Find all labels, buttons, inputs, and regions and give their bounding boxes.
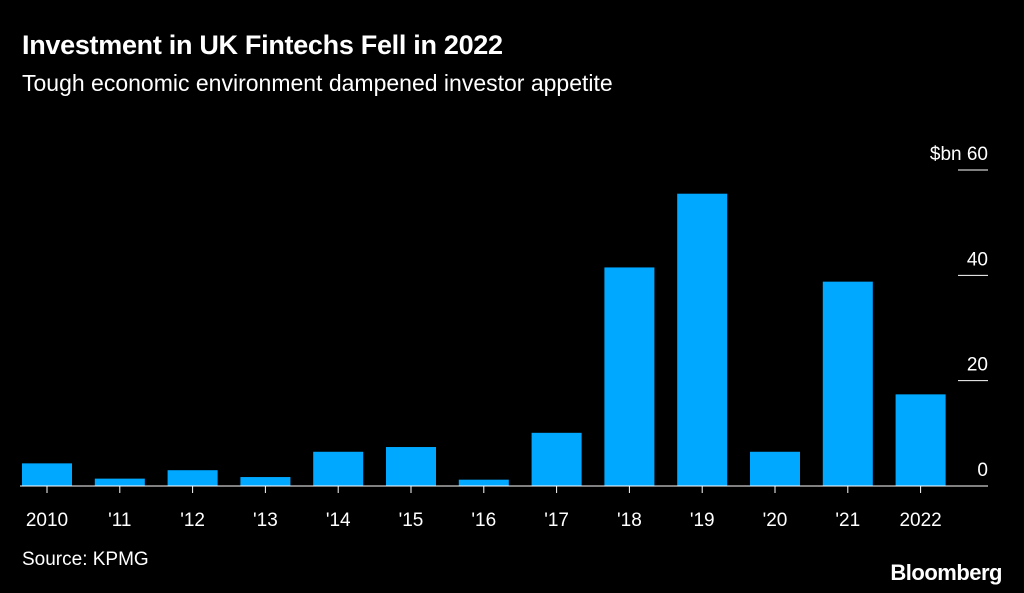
bar-18 [604, 267, 655, 486]
x-tick-label: '11 [108, 510, 131, 531]
bar-2010 [22, 463, 72, 486]
x-tick-label: '12 [180, 510, 205, 531]
bar-14 [313, 451, 364, 486]
y-tick-label-60: $bn 60 [930, 144, 988, 165]
x-tick-label: '21 [835, 510, 860, 531]
x-tick-label: '14 [326, 510, 351, 531]
x-tick-label: 2010 [26, 510, 68, 531]
bar-16 [458, 479, 509, 486]
bar-21 [822, 281, 873, 486]
x-tick-labels: 2010 '11 '12 '13 '14 '15 '16 '17 '18 '19 '20 '21 202… [26, 510, 942, 531]
bar-12 [167, 470, 218, 486]
y-tick-label-0: 0 [977, 460, 988, 481]
bar-2022 [895, 394, 946, 486]
y-tick-label-40: 40 [967, 249, 988, 270]
source-note: Source: KPMG [22, 549, 149, 570]
x-tick-label: '17 [544, 510, 569, 531]
bar-13 [240, 477, 291, 486]
chart-subtitle: Tough economic environment dampened inve… [22, 70, 613, 96]
x-tick-label: '20 [763, 510, 788, 531]
x-tick-label: '18 [617, 510, 642, 531]
x-ticks [46, 486, 922, 493]
bar-20 [750, 451, 800, 486]
x-tick-label: '16 [471, 510, 496, 531]
x-tick-label: 2022 [899, 510, 941, 531]
bar-19 [677, 193, 728, 486]
bars [22, 193, 946, 486]
y-gridlines [958, 169, 988, 382]
x-tick-label: '19 [690, 510, 715, 531]
x-tick-label: '15 [399, 510, 424, 531]
bar-17 [531, 432, 582, 486]
chart-title: Investment in UK Fintechs Fell in 2022 [22, 30, 503, 60]
bar-15 [386, 447, 436, 486]
bar-11 [94, 478, 145, 486]
bloomberg-logo: Bloomberg [890, 560, 1002, 585]
x-tick-label: '13 [253, 510, 278, 531]
y-tick-label-20: 20 [967, 355, 988, 376]
y-tick-labels: 0 20 40 $bn 60 [930, 144, 988, 481]
